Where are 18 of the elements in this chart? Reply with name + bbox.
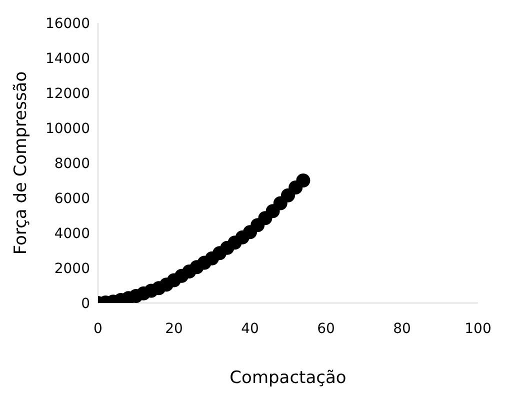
y-tick-label: 14000 [45, 50, 90, 67]
y-tick-label: 2000 [54, 260, 90, 277]
x-axis-title: Compactação [230, 368, 346, 388]
x-tick-label: 20 [165, 320, 183, 337]
y-tick-label: 16000 [45, 16, 90, 32]
x-tick-label: 100 [464, 320, 492, 337]
x-tick-label: 0 [94, 320, 102, 337]
x-tick-label: 40 [241, 320, 259, 337]
y-tick-label: 8000 [54, 156, 90, 172]
y-tick-label: 4000 [54, 226, 90, 242]
y-tick-label: 6000 [54, 190, 90, 207]
y-tick-label: 0 [81, 296, 90, 312]
x-tick-label: 80 [393, 320, 411, 337]
y-tick-label: 12000 [45, 86, 90, 102]
point [296, 174, 310, 188]
y-axis-title: Força de Compressão [11, 71, 32, 255]
x-tick-label: 60 [317, 320, 335, 337]
y-tick-label: 10000 [45, 120, 90, 137]
